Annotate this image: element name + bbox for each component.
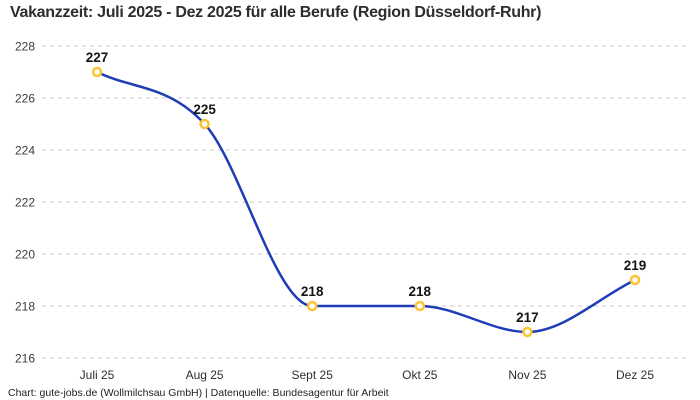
data-point-marker (629, 274, 641, 286)
data-point-marker (414, 300, 426, 312)
y-tick-label: 226 (15, 92, 35, 106)
y-tick-label: 224 (15, 144, 35, 158)
chart-title: Vakanzzeit: Juli 2025 - Dez 2025 für all… (10, 4, 542, 21)
data-point-label: 219 (624, 258, 647, 273)
x-tick-label: Okt 25 (402, 368, 438, 382)
y-tick-label: 220 (15, 248, 35, 262)
x-tick-label: Sept 25 (292, 368, 334, 382)
data-point-marker (306, 300, 318, 312)
line-path (95, 70, 637, 334)
data-point-marker (199, 118, 210, 130)
data-point-label: 227 (86, 50, 109, 65)
data-point-label: 218 (409, 284, 432, 299)
data-point-marker (91, 66, 103, 78)
data-point-marker (522, 326, 533, 338)
y-tick-label: 222 (15, 196, 35, 210)
y-tick-label: 216 (15, 352, 35, 366)
x-tick-label: Dez 25 (616, 368, 654, 382)
x-tick-label: Nov 25 (508, 368, 546, 382)
source-credit: Chart: gute-jobs.de (Wollmilchsau GmbH) … (8, 387, 389, 399)
data-point-label: 218 (301, 284, 324, 299)
x-tick-label: Aug 25 (186, 368, 224, 382)
data-point-label: 225 (193, 102, 216, 117)
data-point-label: 217 (516, 310, 539, 325)
x-tick-label: Juli 25 (80, 368, 115, 382)
y-tick-label: 228 (15, 40, 35, 54)
y-tick-label: 218 (15, 300, 35, 314)
